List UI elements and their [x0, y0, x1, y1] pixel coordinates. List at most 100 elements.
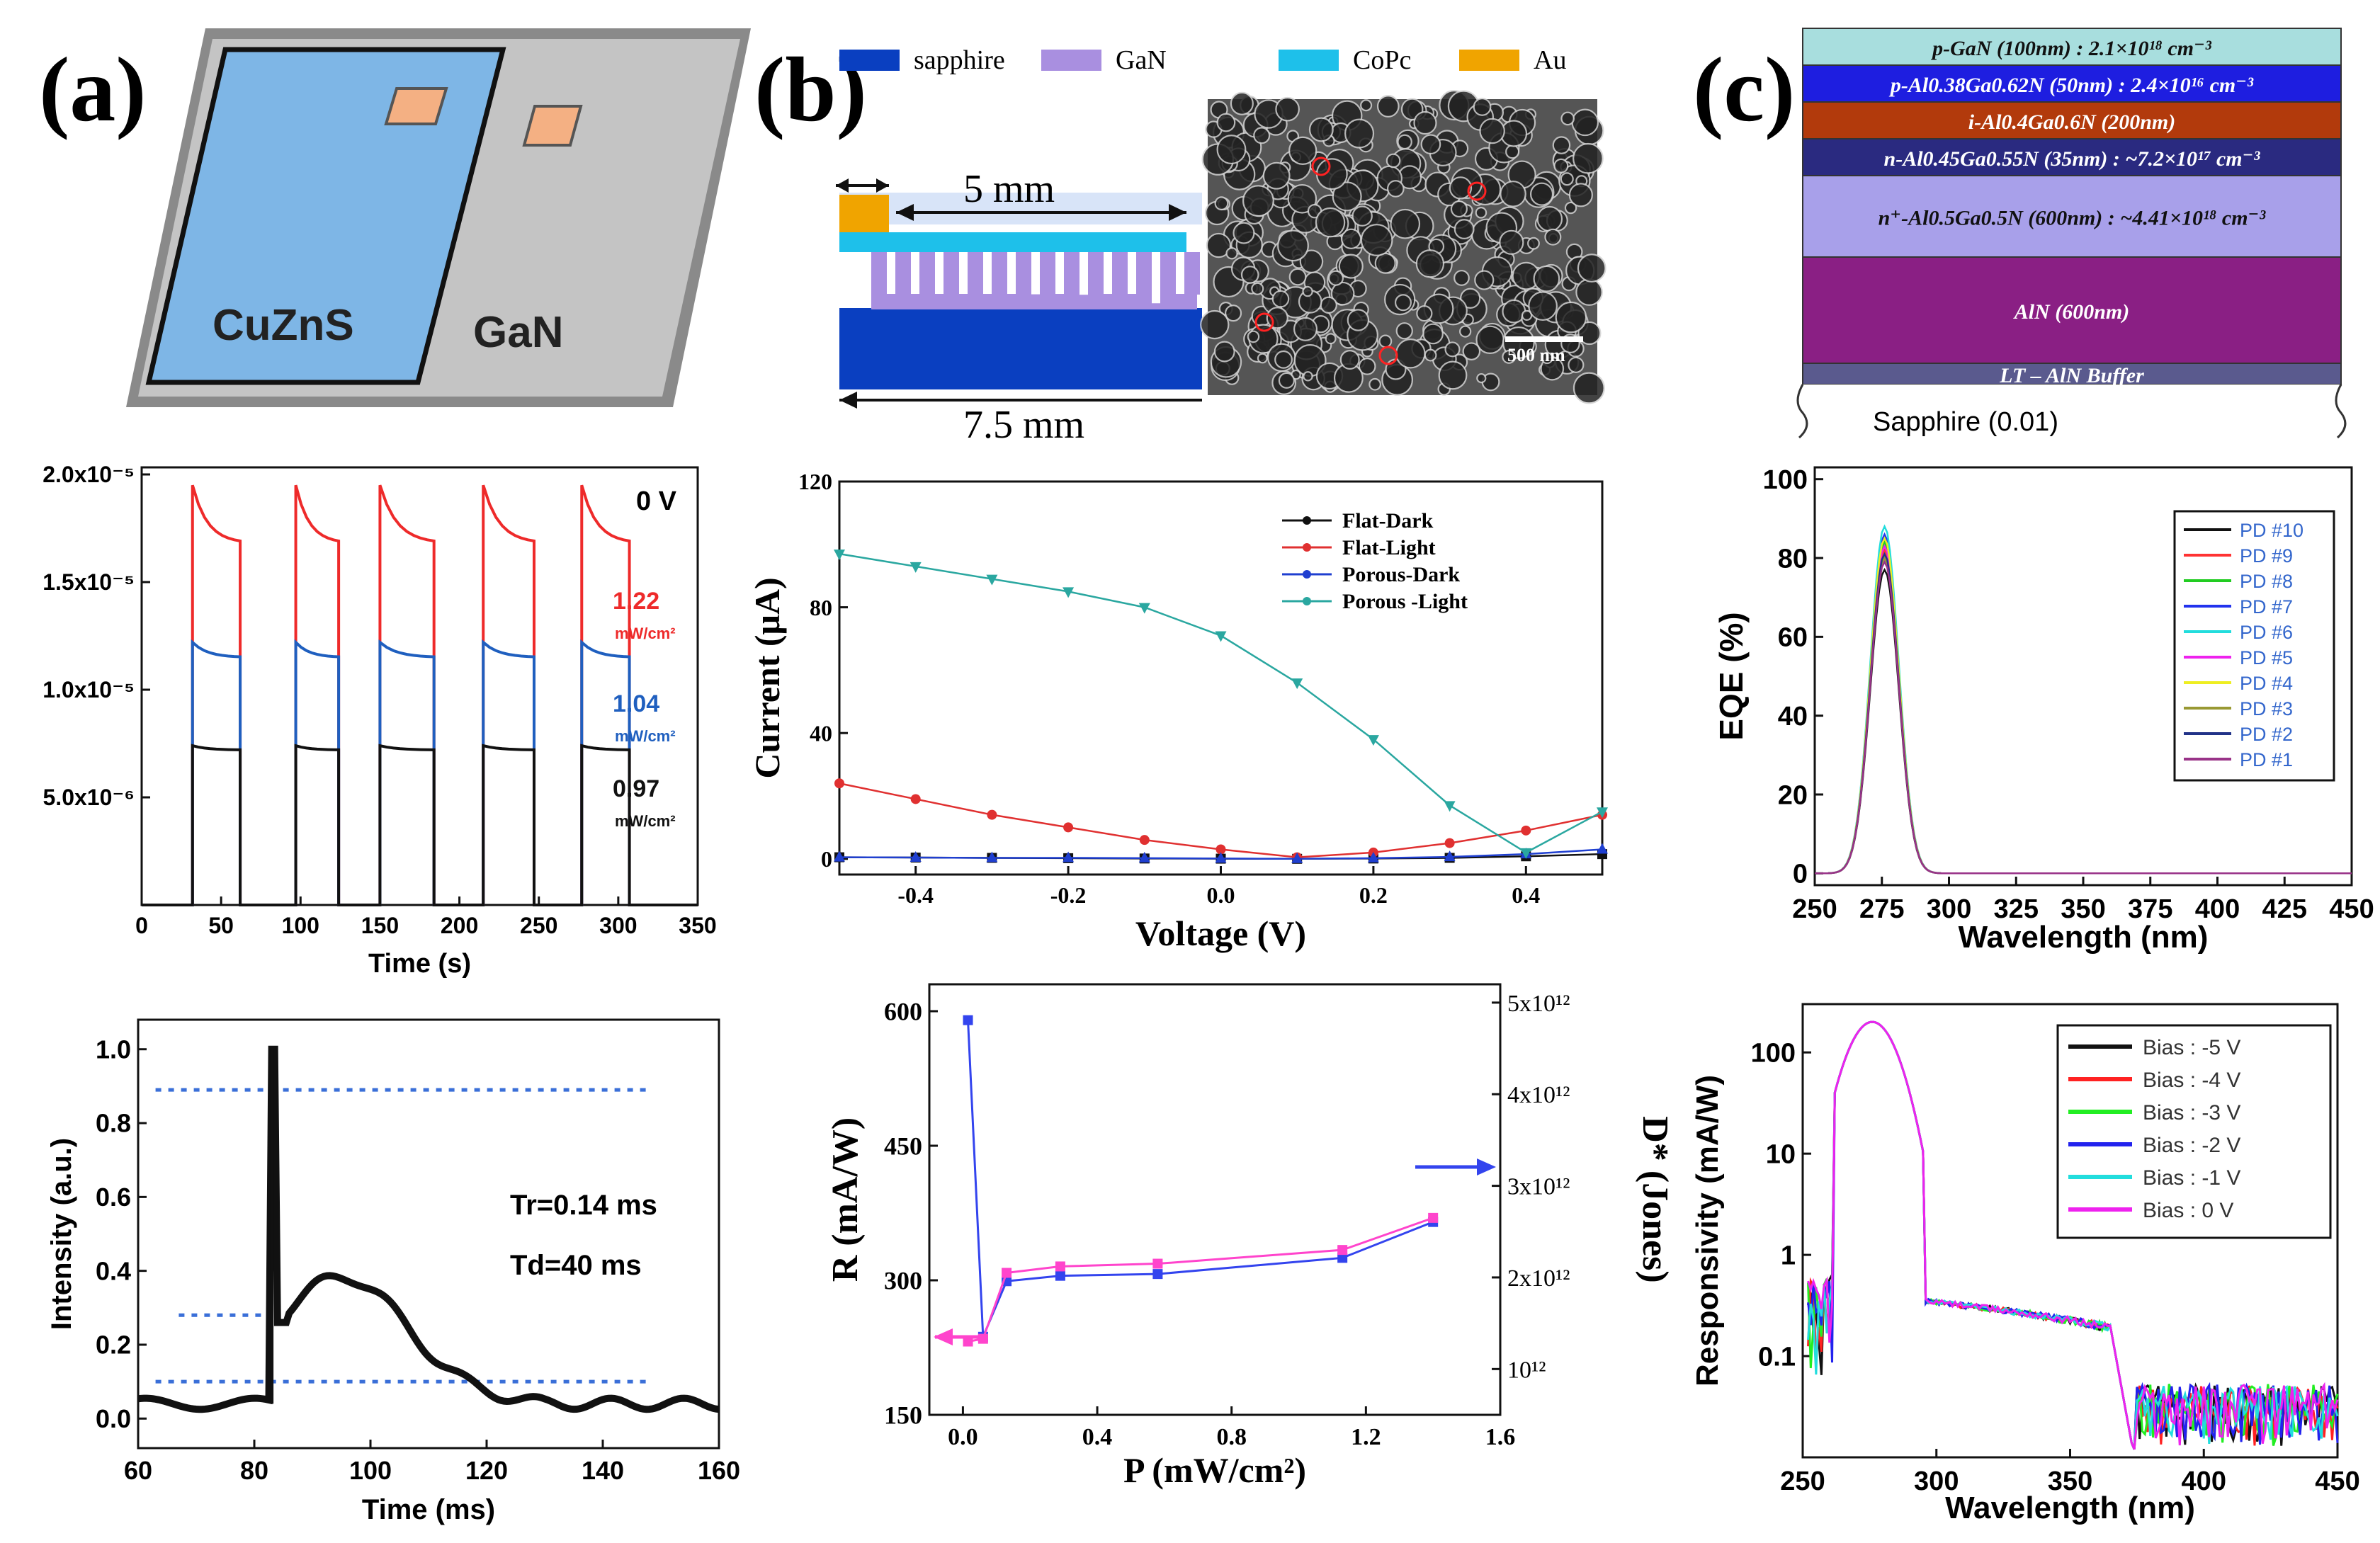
- gan-base: [871, 294, 1197, 309]
- dim-arrowhead-5mm-left: [896, 204, 914, 221]
- sem-pore: [1242, 185, 1274, 217]
- break-line-left: [1796, 384, 1808, 439]
- annotation-decay: Td=40 ms: [510, 1250, 642, 1281]
- cuzns-film: [145, 47, 506, 385]
- data-point: [834, 850, 845, 862]
- data-point: [1055, 1270, 1065, 1281]
- sem-pore: [1327, 270, 1344, 286]
- data-point: [910, 851, 922, 862]
- sem-scalebar: [1505, 336, 1583, 342]
- electrode-cuzns: [384, 87, 448, 125]
- sem-pore: [1299, 249, 1324, 273]
- sem-pore: [1386, 153, 1401, 169]
- sem-pore: [1257, 353, 1268, 364]
- legend-marker: [1303, 516, 1311, 525]
- data-point: [1444, 850, 1456, 862]
- data-point: [1337, 1245, 1348, 1256]
- sem-pore: [1505, 144, 1520, 159]
- gan-pore: [1104, 252, 1112, 292]
- gan-pore: [983, 252, 992, 292]
- data-point: [834, 778, 844, 789]
- sem-pore: [1577, 254, 1606, 283]
- sem-pore: [1438, 360, 1468, 390]
- legend-label: Bias : -5 V: [2143, 1036, 2240, 1059]
- sem-pore: [1271, 290, 1290, 308]
- y-tick-label: 10: [1766, 1139, 1796, 1169]
- gan-pore: [911, 252, 919, 278]
- sem-pore: [1395, 338, 1426, 369]
- x-tick-label: 50: [208, 913, 234, 938]
- series-unit: mW/cm²: [615, 625, 676, 642]
- legend-swatch-gan: [1041, 50, 1101, 71]
- gan-label: GaN: [473, 308, 563, 357]
- sem-pore: [1368, 377, 1381, 391]
- y-tick-label: 0.8: [96, 1109, 131, 1138]
- sem-pore: [1454, 270, 1470, 286]
- sem-pore: [1444, 341, 1461, 358]
- y-axis-label: EQE (%): [1713, 612, 1750, 740]
- y-tick-label: 60: [1778, 623, 1808, 653]
- sem-pore: [1416, 304, 1433, 322]
- sem-pore: [1422, 323, 1444, 345]
- x-tick-label: 375: [2128, 894, 2172, 924]
- legend-label: Bias : 0 V: [2143, 1199, 2233, 1222]
- data-point: [1055, 1261, 1065, 1272]
- y-tick-label: 120: [798, 469, 832, 494]
- gan-pore: [1031, 252, 1040, 295]
- gan-pore: [1176, 252, 1184, 278]
- data-point: [987, 809, 997, 820]
- legend-label-sapphire: sapphire: [914, 45, 1005, 75]
- legend-label: PD #5: [2240, 647, 2293, 668]
- data-point: [1062, 851, 1075, 862]
- y-axis-label: Intensity (a.u.): [46, 1138, 77, 1330]
- legend-label: Flat-Dark: [1342, 509, 1434, 533]
- gan-pillar: [944, 252, 959, 295]
- legend-label: PD #8: [2240, 571, 2293, 592]
- series-line: [1807, 1020, 2339, 1450]
- layer-band: [1802, 256, 2342, 364]
- data-point: [1444, 838, 1455, 848]
- layer-label: n-Al0.45Ga0.55N (35nm) : ~7.2×10¹⁷ cm⁻³: [1884, 147, 2261, 171]
- data-point: [963, 1336, 973, 1347]
- sem-pore: [1240, 266, 1259, 284]
- legend-label: Porous -Light: [1342, 590, 1468, 613]
- sem-pore: [1424, 348, 1437, 362]
- x-tick-label: 425: [2262, 894, 2307, 924]
- y-tick-label-right: 3x10¹²: [1507, 1174, 1570, 1200]
- data-point: [834, 550, 845, 561]
- layer-label: AlN (600nm): [2013, 300, 2130, 324]
- legend-label: PD #1: [2240, 749, 2293, 770]
- legend-label: PD #4: [2240, 673, 2293, 694]
- data-point: [910, 794, 921, 804]
- sem-pore: [1555, 301, 1587, 334]
- series-line: [142, 744, 698, 906]
- sem-pore: [1251, 282, 1264, 295]
- legend-marker: [1303, 597, 1311, 605]
- x-axis-label: Wavelength (nm): [1945, 1491, 2195, 1525]
- y-tick-label: 0.6: [96, 1183, 131, 1212]
- layer-label: i-Al0.4Ga0.6N (200nm): [1968, 110, 2176, 134]
- layer-label: p-GaN (100nm) : 2.1×10¹⁸ cm⁻³: [1930, 37, 2212, 60]
- device-schematic-a: CuZnS GaN: [126, 28, 751, 407]
- x-tick-label: 300: [599, 913, 637, 938]
- axis-arrowhead-d: [934, 1328, 953, 1345]
- layer-label: n⁺-Al0.5Ga0.5N (600nm) : ~4.41×10¹⁸ cm⁻³: [1878, 207, 2267, 230]
- sem-pore: [1308, 117, 1334, 142]
- x-tick-label: 200: [441, 913, 478, 938]
- device-schematic-b: sapphire GaN CoPc Au 5 mm 7.5 mm: [836, 45, 1566, 447]
- y-tick-label: 450: [884, 1132, 922, 1161]
- gan-pore: [1080, 252, 1088, 295]
- y-tick-label: 80: [1778, 544, 1808, 574]
- data-point: [1428, 1212, 1439, 1223]
- sem-pore: [1339, 350, 1360, 370]
- x-tick-label: 100: [282, 913, 319, 938]
- y-tick-label: 20: [1778, 780, 1808, 810]
- sem-pore: [1352, 205, 1373, 227]
- sem-marker: [1254, 312, 1274, 332]
- legend-label: PD #10: [2240, 520, 2304, 541]
- data-point: [1367, 851, 1379, 862]
- series-line: [142, 639, 698, 906]
- axis-arrowhead-r: [1477, 1158, 1496, 1175]
- series-line: [967, 1020, 1434, 1338]
- x-axis-label: Wavelength (nm): [1959, 920, 2209, 955]
